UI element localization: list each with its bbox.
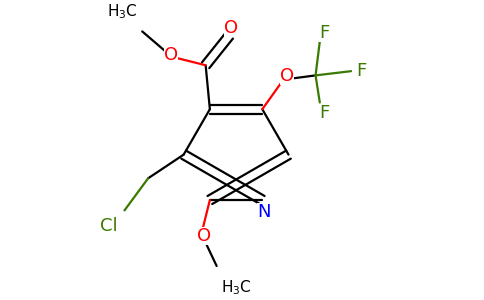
Text: O: O: [280, 67, 294, 85]
Text: O: O: [197, 227, 211, 245]
Text: Cl: Cl: [100, 217, 118, 235]
Text: O: O: [164, 46, 178, 64]
Text: F: F: [319, 103, 329, 122]
Text: H$_3$C: H$_3$C: [221, 279, 252, 297]
Text: N: N: [257, 202, 271, 220]
Text: O: O: [224, 19, 238, 37]
Text: F: F: [319, 24, 329, 42]
Text: H$_3$C: H$_3$C: [107, 3, 138, 21]
Text: F: F: [356, 62, 366, 80]
